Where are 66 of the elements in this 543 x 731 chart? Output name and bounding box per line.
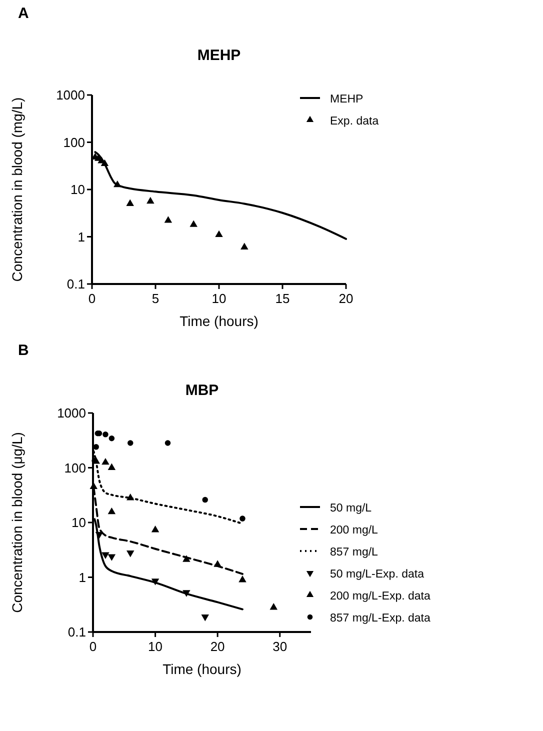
x-tick-label: 15 bbox=[275, 291, 290, 306]
text: B bbox=[18, 342, 29, 359]
point bbox=[182, 590, 190, 597]
point bbox=[202, 496, 208, 503]
legend-label: 857 mg/L bbox=[330, 546, 379, 558]
y-tick-label: 1000 bbox=[56, 88, 85, 102]
x-tick-label: 5 bbox=[152, 291, 160, 306]
point bbox=[126, 550, 134, 558]
point bbox=[214, 560, 222, 567]
x-tick-label: 0 bbox=[89, 639, 97, 654]
y-tick-label: 1000 bbox=[57, 406, 86, 420]
legend-label: MEHP bbox=[330, 94, 364, 106]
point bbox=[102, 432, 108, 438]
point bbox=[151, 526, 160, 532]
point bbox=[100, 159, 109, 166]
x-tick-label: 20 bbox=[338, 291, 354, 306]
legend-label: 857 mg/L-Exp. data bbox=[330, 612, 431, 624]
point bbox=[126, 494, 134, 500]
y-tick-label: 10 bbox=[70, 182, 85, 197]
point bbox=[108, 436, 115, 442]
point bbox=[102, 552, 110, 560]
chart-title: MBP bbox=[185, 382, 219, 399]
legend-label: Exp. data bbox=[330, 116, 380, 128]
point bbox=[108, 463, 116, 470]
point bbox=[126, 199, 134, 206]
point bbox=[201, 614, 209, 622]
x-tick-label: 0 bbox=[88, 291, 96, 306]
text: A bbox=[18, 5, 29, 22]
y-tick-label: 10 bbox=[72, 515, 86, 530]
point bbox=[95, 532, 104, 539]
y-tick-label: 100 bbox=[63, 134, 85, 150]
point bbox=[215, 230, 223, 238]
x-tick-label: 30 bbox=[272, 639, 288, 654]
point bbox=[190, 220, 198, 227]
point bbox=[108, 554, 116, 561]
x-axis-title: Time (hours) bbox=[162, 661, 242, 677]
point bbox=[108, 507, 116, 514]
y-tick-label: 1 bbox=[78, 570, 86, 585]
point bbox=[114, 180, 122, 188]
point bbox=[240, 516, 246, 522]
x-axis-title: Time (hours) bbox=[180, 313, 258, 329]
y-axis-title: Concentration in blood (mg/L) bbox=[9, 97, 25, 282]
y-tick-label: 0.1 bbox=[66, 276, 85, 292]
point bbox=[164, 440, 171, 446]
point bbox=[146, 196, 154, 204]
point bbox=[127, 440, 134, 446]
y-tick-label: 1 bbox=[78, 229, 85, 244]
point bbox=[151, 578, 160, 586]
y-tick-label: 0.1 bbox=[68, 624, 86, 640]
y-tick-label: 100 bbox=[64, 460, 86, 476]
x-tick-label: 10 bbox=[212, 291, 226, 306]
point bbox=[164, 216, 172, 223]
chart-title: MEHP bbox=[197, 47, 241, 64]
legend-label: 200 mg/L bbox=[330, 524, 379, 536]
y-axis-title: Concentration in blood (μg/L) bbox=[9, 432, 25, 613]
point bbox=[240, 242, 248, 250]
legend-label: 200 mg/L-Exp. data bbox=[330, 590, 431, 602]
point bbox=[102, 458, 110, 465]
point bbox=[182, 555, 190, 562]
x-tick-label: 10 bbox=[148, 639, 163, 654]
point bbox=[238, 576, 246, 582]
x-tick-label: 20 bbox=[210, 639, 225, 654]
point bbox=[90, 482, 98, 489]
legend-label: 50 mg/L-Exp. data bbox=[330, 568, 425, 580]
legend-label: 50 mg/L bbox=[330, 502, 372, 514]
point bbox=[270, 603, 278, 610]
